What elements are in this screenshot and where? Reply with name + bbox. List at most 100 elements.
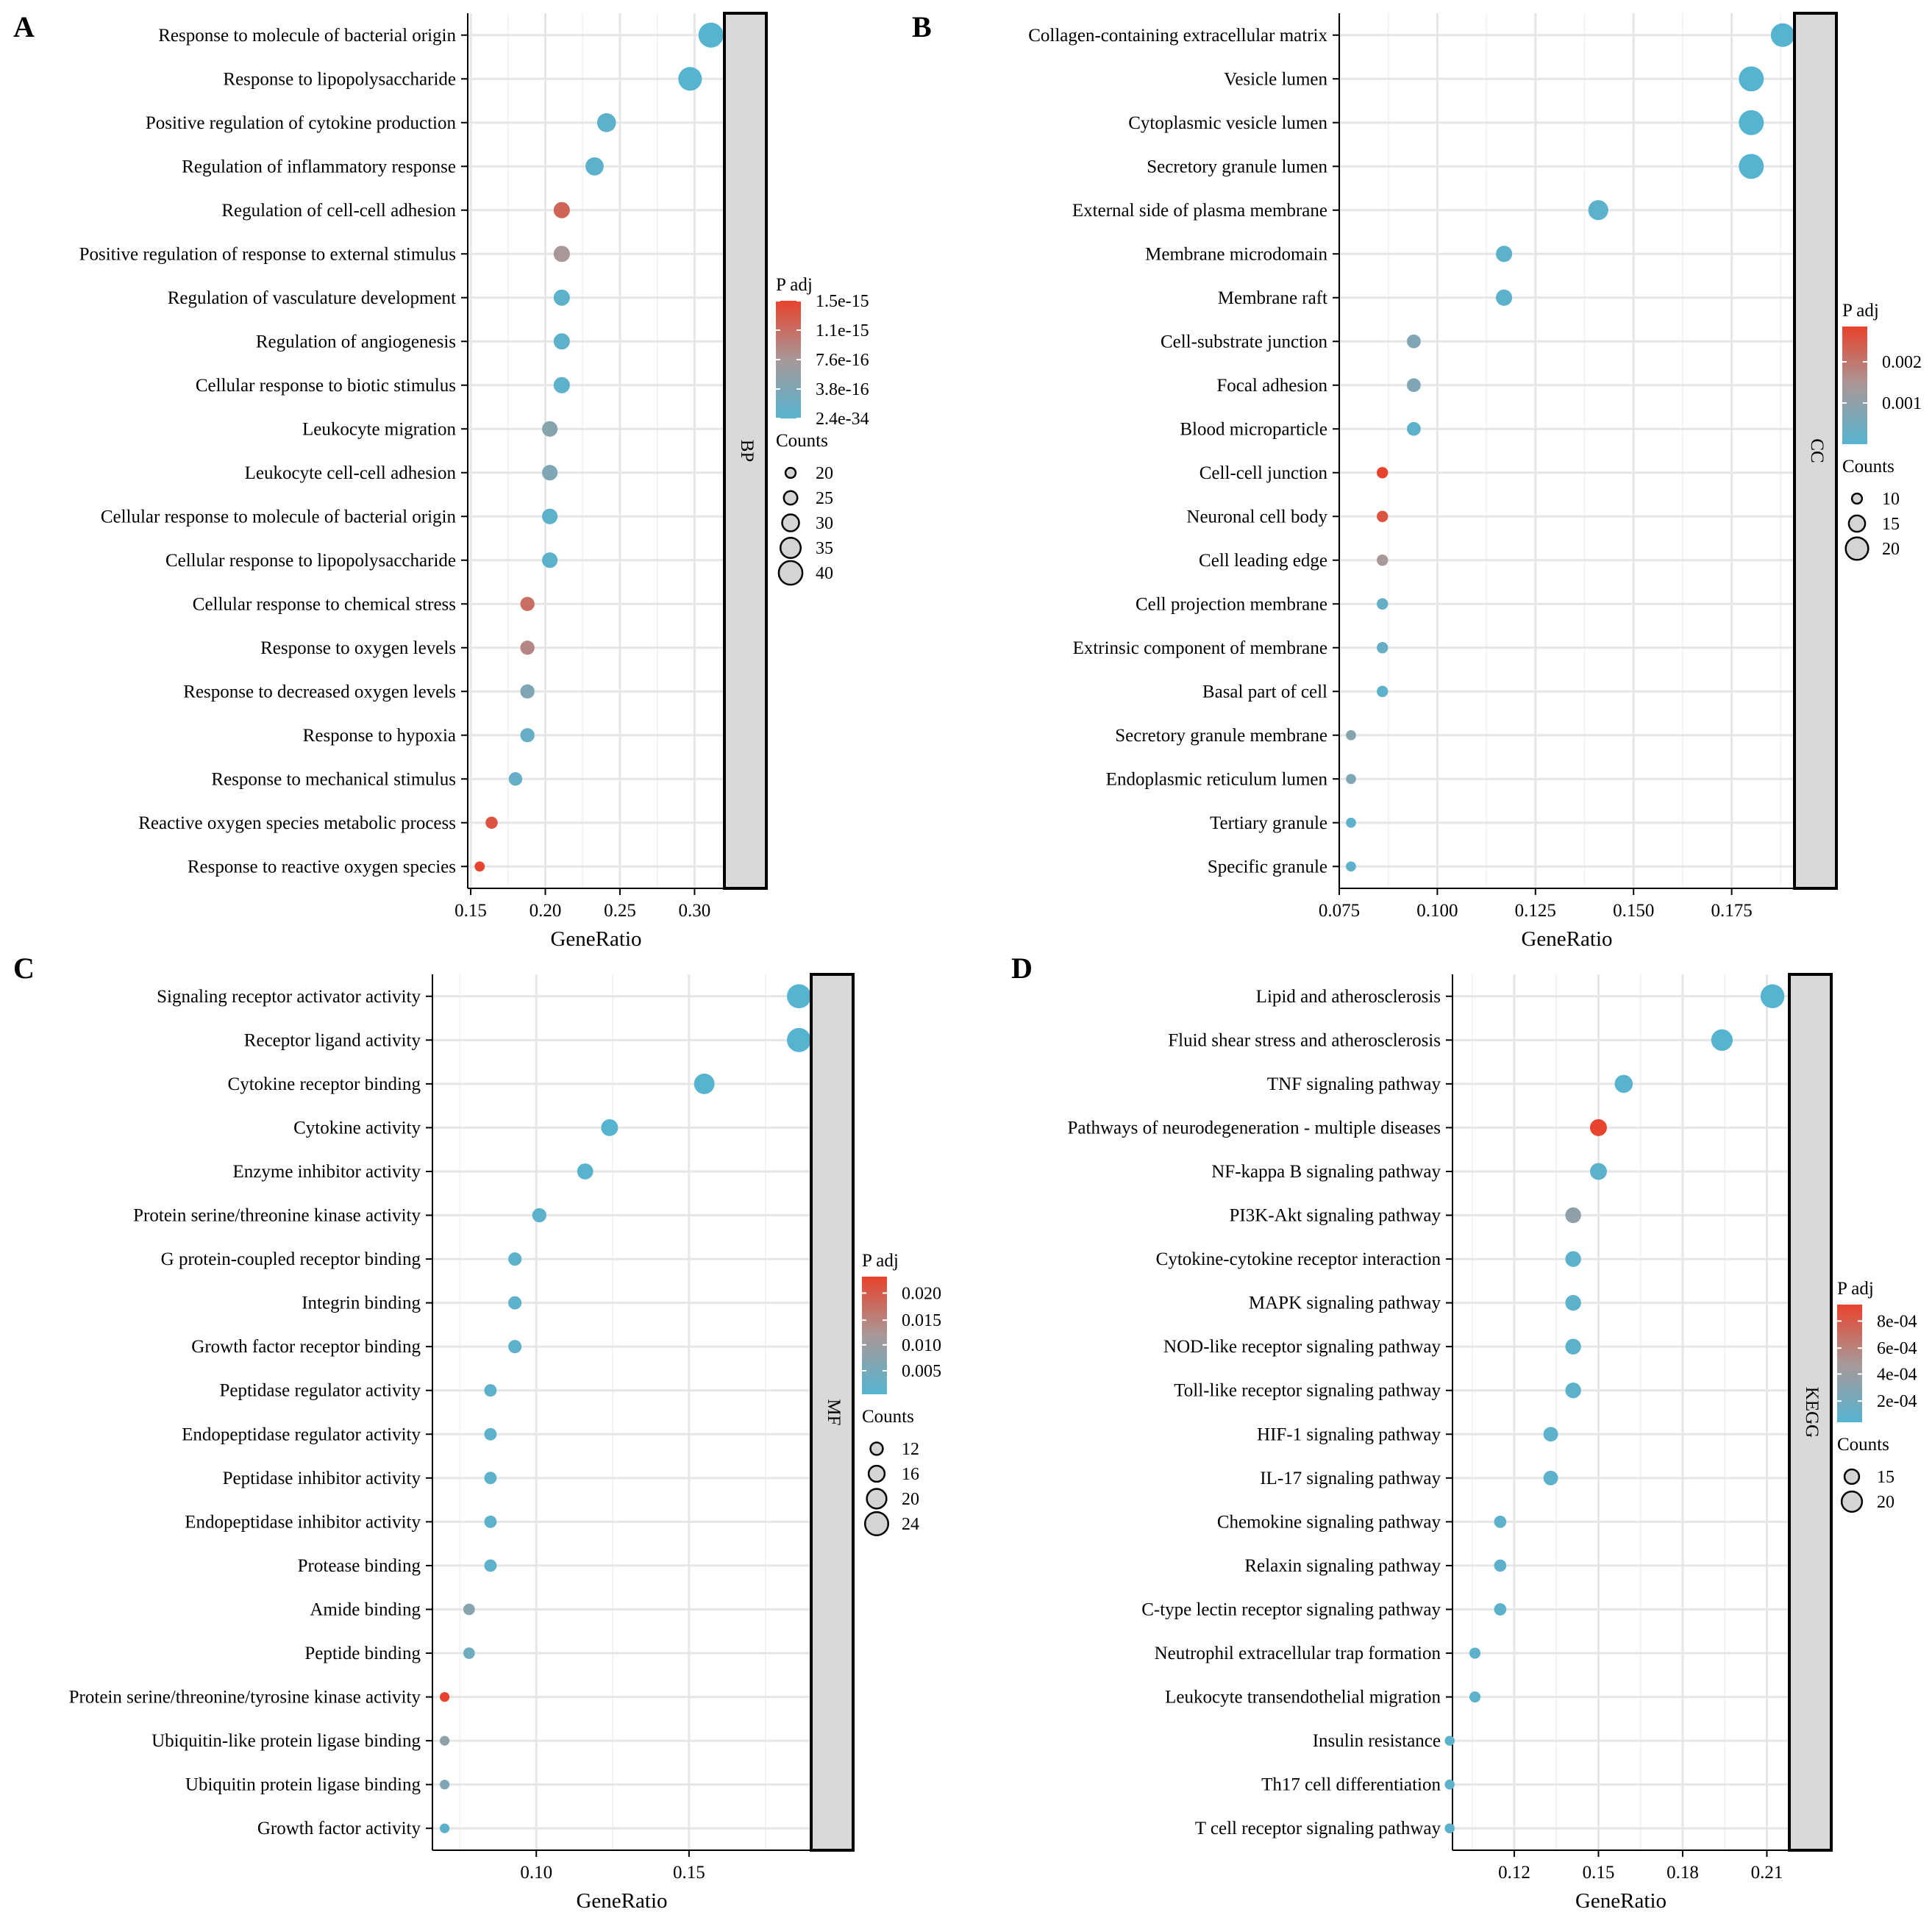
data-point xyxy=(1496,289,1513,306)
x-tick-label: 0.150 xyxy=(1613,901,1654,921)
term-label: Specific granule xyxy=(1208,857,1327,877)
color-legend-title: P adj xyxy=(1837,1279,1874,1299)
data-point xyxy=(1739,66,1764,92)
data-point xyxy=(786,984,811,1009)
size-legend-label: 35 xyxy=(816,539,833,558)
data-point xyxy=(698,22,724,48)
panel-b: Collagen-containing extracellular matrix… xyxy=(912,10,1922,951)
data-point xyxy=(440,1691,450,1702)
term-label: Cell projection membrane xyxy=(1136,594,1327,614)
term-label: Neutrophil extracellular trap formation xyxy=(1155,1644,1441,1663)
term-label: Leukocyte cell-cell adhesion xyxy=(245,463,457,483)
term-label: Peptidase regulator activity xyxy=(219,1381,421,1401)
data-point xyxy=(484,1384,497,1397)
size-legend-key xyxy=(1844,536,1869,561)
size-legend-label: 15 xyxy=(1877,1468,1894,1487)
term-label: Endopeptidase inhibitor activity xyxy=(185,1512,421,1532)
data-point xyxy=(440,1780,450,1790)
data-point xyxy=(601,1119,619,1136)
size-legend-key xyxy=(781,513,800,532)
facet-strip xyxy=(1793,12,1838,890)
term-label: Response to molecule of bacterial origin xyxy=(158,26,456,46)
data-point xyxy=(1346,861,1356,872)
data-point xyxy=(1760,984,1785,1008)
term-label: Cellular response to biotic stimulus xyxy=(196,376,456,396)
size-legend-label: 24 xyxy=(902,1515,919,1534)
size-legend-key xyxy=(867,1464,886,1483)
size-legend-key xyxy=(784,466,797,479)
term-label: Vesicle lumen xyxy=(1224,69,1327,89)
data-point xyxy=(1565,1207,1581,1224)
panel-d: Lipid and atherosclerosis Fluid shear str… xyxy=(1011,952,1917,1912)
data-point xyxy=(553,246,570,263)
facet-label: BP xyxy=(737,440,757,463)
data-point xyxy=(542,508,558,524)
x-tick-label: 0.075 xyxy=(1319,901,1360,921)
data-point xyxy=(508,1252,522,1266)
data-point xyxy=(553,201,570,218)
color-legend-title: P adj xyxy=(1842,301,1879,321)
facet-strip xyxy=(810,973,855,1852)
data-point xyxy=(484,1472,497,1485)
x-tick-label: 0.12 xyxy=(1498,1863,1530,1883)
data-point xyxy=(1444,1736,1455,1746)
color-legend-label: 0.010 xyxy=(902,1336,941,1355)
term-label: Secretory granule lumen xyxy=(1147,157,1327,176)
term-label: TNF signaling pathway xyxy=(1267,1074,1441,1094)
term-label: Protein serine/threonine kinase activity xyxy=(133,1206,421,1226)
term-label: Protease binding xyxy=(298,1556,421,1576)
term-label: Receptor ligand activity xyxy=(244,1030,421,1050)
data-point xyxy=(508,1296,522,1310)
data-point xyxy=(1588,200,1608,221)
data-point xyxy=(484,1559,497,1572)
term-label: Tertiary granule xyxy=(1210,813,1327,833)
data-point xyxy=(532,1208,547,1223)
size-legend-title: Counts xyxy=(1837,1435,1889,1455)
term-label: Focal adhesion xyxy=(1216,376,1327,396)
term-label: HIF-1 signaling pathway xyxy=(1257,1424,1441,1444)
term-label: Regulation of angiogenesis xyxy=(256,332,456,352)
size-legend-key xyxy=(863,1510,890,1537)
term-label: Membrane raft xyxy=(1218,288,1327,308)
data-point xyxy=(542,552,558,568)
x-tick-label: 0.100 xyxy=(1416,901,1458,921)
term-label: Cellular response to chemical stress xyxy=(193,594,456,614)
data-point xyxy=(484,1515,497,1528)
data-point xyxy=(678,67,702,91)
term-label: Cytokine receptor binding xyxy=(228,1074,421,1094)
size-legend-title: Counts xyxy=(1842,457,1894,477)
size-legend-key xyxy=(869,1441,884,1456)
data-point xyxy=(585,157,604,176)
data-point xyxy=(508,1340,522,1354)
data-point xyxy=(1346,774,1356,785)
term-label: Response to reactive oxygen species xyxy=(188,857,456,877)
data-point xyxy=(440,1823,450,1833)
term-label: G protein-coupled receptor binding xyxy=(161,1249,421,1269)
term-label: Ubiquitin protein ligase binding xyxy=(185,1775,421,1795)
term-label: Basal part of cell xyxy=(1202,682,1327,702)
x-axis-title: GeneRatio xyxy=(1575,1889,1667,1912)
x-tick-label: 0.25 xyxy=(604,901,636,921)
term-label: NF-kappa B signaling pathway xyxy=(1211,1162,1441,1182)
facet-label: CC xyxy=(1807,438,1827,463)
color-legend-label: 1.1e-15 xyxy=(816,321,869,340)
panel-a: Response to molecule of bacterial origin… xyxy=(13,10,869,951)
x-axis-title: GeneRatio xyxy=(1521,927,1612,951)
color-legend-title: P adj xyxy=(862,1251,899,1271)
data-point xyxy=(1494,1516,1507,1528)
facet-strip xyxy=(723,12,768,890)
data-point xyxy=(1407,378,1421,393)
data-point xyxy=(542,465,558,481)
term-label: Blood microparticle xyxy=(1180,419,1327,439)
data-point xyxy=(553,377,570,393)
size-legend-label: 20 xyxy=(816,464,833,483)
size-legend-title: Counts xyxy=(862,1407,914,1427)
term-label: Amide binding xyxy=(310,1599,421,1619)
term-label: Regulation of cell-cell adhesion xyxy=(221,201,456,221)
data-point xyxy=(1770,23,1795,47)
data-point xyxy=(1543,1427,1558,1442)
size-legend-label: 15 xyxy=(1882,515,1900,534)
x-axis-title: GeneRatio xyxy=(550,927,641,951)
data-point xyxy=(1565,1294,1581,1311)
